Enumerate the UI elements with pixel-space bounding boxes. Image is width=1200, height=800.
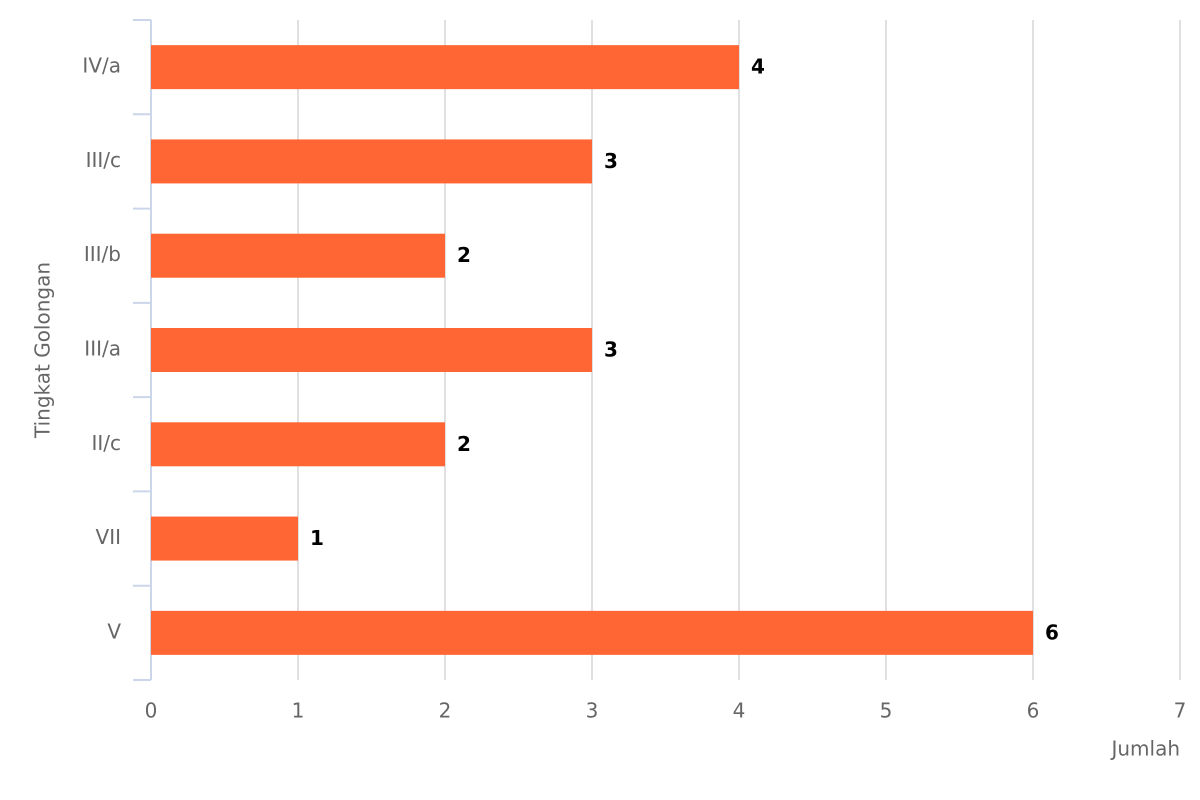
y-tick-label: II/c bbox=[91, 431, 121, 455]
value-label: 2 bbox=[457, 243, 471, 267]
x-tick-label: 0 bbox=[145, 699, 158, 723]
value-label: 3 bbox=[604, 149, 618, 173]
x-tick-label: 1 bbox=[292, 699, 305, 723]
x-tick-label: 3 bbox=[586, 699, 599, 723]
x-tick-label: 5 bbox=[880, 699, 893, 723]
bar bbox=[151, 233, 445, 278]
value-label: 4 bbox=[751, 55, 765, 79]
bar bbox=[151, 422, 445, 467]
y-axis-label: Tingkat Golongan bbox=[31, 262, 55, 439]
value-label: 1 bbox=[310, 526, 324, 550]
value-label: 6 bbox=[1045, 620, 1059, 644]
y-tick-label: IV/a bbox=[82, 54, 121, 78]
x-axis-label: Jumlah bbox=[1109, 737, 1180, 761]
x-tick-label: 7 bbox=[1174, 699, 1187, 723]
bar bbox=[151, 610, 1033, 655]
x-tick-label: 4 bbox=[733, 699, 746, 723]
y-tick-label: V bbox=[107, 619, 121, 643]
bar bbox=[151, 328, 592, 372]
y-tick-label: III/c bbox=[86, 148, 121, 172]
y-tick-label: III/a bbox=[84, 337, 121, 361]
bar bbox=[151, 516, 298, 561]
value-label: 2 bbox=[457, 432, 471, 456]
y-tick-label: VII bbox=[96, 525, 121, 549]
bar bbox=[151, 45, 739, 90]
x-tick-label: 6 bbox=[1027, 699, 1040, 723]
bar bbox=[151, 139, 592, 184]
value-label: 3 bbox=[604, 338, 618, 362]
y-tick-label: III/b bbox=[84, 242, 121, 266]
x-tick-label: 2 bbox=[439, 699, 452, 723]
